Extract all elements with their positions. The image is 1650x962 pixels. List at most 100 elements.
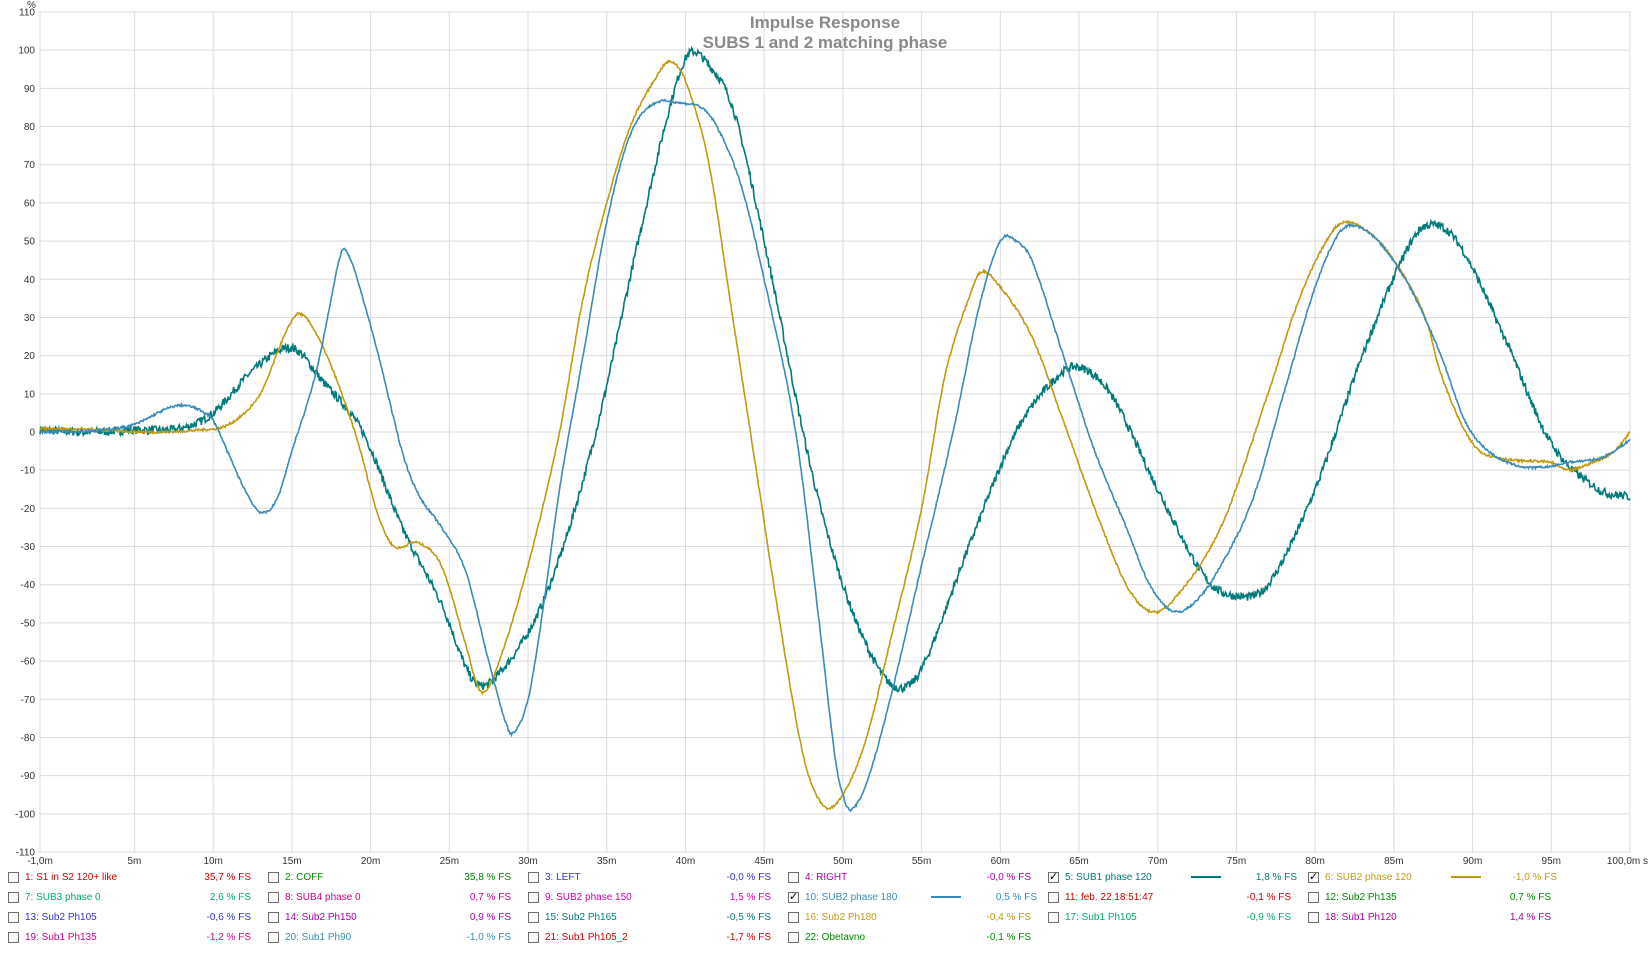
legend-checkbox[interactable]	[8, 931, 19, 943]
x-tick-label: 60m	[991, 856, 1010, 866]
legend-checkbox[interactable]	[1308, 911, 1319, 923]
legend-checkbox[interactable]	[788, 931, 799, 943]
legend-checkbox[interactable]	[528, 891, 539, 903]
legend-checkbox[interactable]	[788, 871, 799, 883]
legend-label: 18: Sub1 Ph120	[1325, 911, 1397, 923]
legend-checkbox[interactable]: ✓	[788, 890, 799, 903]
legend-label: 4: RIGHT	[805, 871, 848, 883]
legend-swatch	[931, 896, 961, 898]
x-tick-label: 85m	[1384, 856, 1403, 866]
x-tick-label: -1,0m	[27, 856, 53, 866]
legend-item[interactable]: 13: Sub2 Ph105 -0,6 % FS	[8, 908, 251, 926]
legend-label: 11: feb. 22 18:51:47	[1065, 891, 1154, 903]
legend-value: 2,6 % FS	[209, 891, 251, 903]
y-axis: 1101009080706050403020100-10-20-30-40-50…	[15, 8, 35, 859]
x-axis: -1,0m 5m 10m 15m 20m 25m 30m 35m 40m 45m 50m 55m 60m…	[27, 856, 1648, 866]
legend-item[interactable]: 22: Obetavno -0,1 % FS	[788, 928, 1031, 946]
y-tick-label: 90	[24, 84, 36, 95]
legend-item[interactable]: 15: Sub2 Ph165 -0,5 % FS	[528, 908, 771, 926]
legend-checkbox[interactable]	[8, 891, 19, 903]
legend-checkbox[interactable]: ✓	[1048, 870, 1059, 883]
y-tick-label: 50	[24, 237, 36, 248]
y-tick-label: -60	[21, 657, 36, 668]
y-tick-label: -90	[21, 771, 36, 782]
legend-label: 16: Sub2 Ph180	[805, 911, 877, 923]
legend-value: 0,5 % FS	[995, 891, 1037, 903]
legend-value: -0,4 % FS	[986, 911, 1031, 923]
legend-checkbox[interactable]	[1308, 891, 1319, 903]
legend-item[interactable]: 17: Sub1 Ph105 -0,9 % FS	[1048, 908, 1291, 926]
legend-item[interactable]: 12: Sub2 Ph135 0,7 % FS	[1308, 888, 1551, 906]
legend-checkbox[interactable]	[1048, 891, 1059, 903]
legend-item[interactable]: 3: LEFT -0,0 % FS	[528, 868, 771, 886]
legend-item[interactable]: 9: SUB2 phase 150 1,5 % FS	[528, 888, 771, 906]
legend-checkbox[interactable]	[268, 871, 279, 883]
legend-checkbox[interactable]	[268, 911, 279, 923]
legend-swatch	[1191, 876, 1221, 878]
legend-item[interactable]: ✓ 5: SUB1 phase 120 1,8 % FS	[1048, 868, 1297, 886]
y-tick-label: -50	[21, 618, 36, 629]
legend-checkbox[interactable]	[528, 931, 539, 943]
x-tick-label: 25m	[440, 856, 459, 866]
x-tick-label: 70m	[1148, 856, 1167, 866]
legend-label: 22: Obetavno	[805, 931, 866, 943]
legend-label: 17: Sub1 Ph105	[1065, 911, 1137, 923]
legend-item[interactable]: 11: feb. 22 18:51:47 -0,1 % FS	[1048, 888, 1291, 906]
legend-checkbox[interactable]	[268, 891, 279, 903]
x-tick-label: 55m	[912, 856, 931, 866]
legend-label: 7: SUB3 phase 0	[25, 891, 101, 903]
legend-checkbox[interactable]	[8, 871, 19, 883]
legend-item[interactable]: 1: S1 in S2 120+ like 35,7 % FS	[8, 868, 251, 886]
legend-item[interactable]: 18: Sub1 Ph120 1,4 % FS	[1308, 908, 1551, 926]
legend-label: 20: Sub1 Ph90	[285, 931, 352, 943]
x-tick-label: 75m	[1227, 856, 1246, 866]
legend-item[interactable]: 16: Sub2 Ph180 -0,4 % FS	[788, 908, 1031, 926]
x-tick-label: 80m	[1305, 856, 1324, 866]
x-tick-label: 45m	[754, 856, 773, 866]
legend-checkbox[interactable]	[528, 871, 539, 883]
legend-value: -1,7 % FS	[726, 931, 771, 943]
legend-item[interactable]: 14: Sub2 Ph150 0,9 % FS	[268, 908, 511, 926]
legend-checkbox[interactable]	[1048, 911, 1059, 923]
legend-checkbox[interactable]	[268, 931, 279, 943]
y-tick-label: 110	[19, 8, 35, 19]
legend-value: 0,9 % FS	[469, 911, 511, 923]
legend-value: -0,0 % FS	[726, 871, 771, 883]
legend-item[interactable]: 21: Sub1 Ph105_2 -1,7 % FS	[528, 928, 771, 946]
legend-item[interactable]: ✓ 6: SUB2 phase 120 -1,0 % FS	[1308, 868, 1557, 886]
x-tick-label: 65m	[1069, 856, 1088, 866]
legend-item[interactable]: 4: RIGHT -0,0 % FS	[788, 868, 1031, 886]
legend-value: 35,7 % FS	[204, 871, 251, 883]
legend-value: -1,0 % FS	[1512, 871, 1557, 883]
x-tick-label: 100,0m s	[1607, 856, 1648, 866]
legend-item[interactable]: 7: SUB3 phase 0 2,6 % FS	[8, 888, 251, 906]
y-tick-label: 80	[24, 122, 36, 133]
chart-title: Impulse Response	[750, 13, 900, 32]
legend-item[interactable]: ✓ 10: SUB2 phase 180 0,5 % FS	[788, 888, 1037, 906]
legend-item[interactable]: 19: Sub1 Ph135 -1,2 % FS	[8, 928, 251, 946]
legend-item[interactable]: 8: SUB4 phase 0 0,7 % FS	[268, 888, 511, 906]
y-tick-label: -110	[16, 848, 36, 859]
legend-item[interactable]: 20: Sub1 Ph90 -1,0 % FS	[268, 928, 511, 946]
legend-checkbox[interactable]	[528, 911, 539, 923]
legend-checkbox[interactable]	[788, 911, 799, 923]
x-tick-label: 20m	[361, 856, 380, 866]
series-line-3	[39, 98, 1631, 813]
y-tick-label: -20	[21, 504, 36, 515]
y-tick-label: 30	[24, 313, 36, 324]
legend-checkbox[interactable]	[8, 911, 19, 923]
legend-label: 6: SUB2 phase 120	[1325, 871, 1412, 883]
legend-checkbox[interactable]: ✓	[1308, 870, 1319, 883]
y-tick-label: 10	[24, 389, 36, 400]
legend-value: 0,7 % FS	[1509, 891, 1551, 903]
y-tick-label: -100	[15, 809, 35, 820]
legend-value: -0,6 % FS	[206, 911, 251, 923]
impulse-response-chart[interactable]: 1101009080706050403020100-10-20-30-40-50…	[0, 0, 1650, 866]
legend-item[interactable]: 2: COFF 35,8 % FS	[268, 868, 511, 886]
y-tick-label: -40	[21, 580, 36, 591]
x-tick-label: 10m	[203, 856, 222, 866]
x-tick-label: 40m	[676, 856, 695, 866]
legend-value: 35,8 % FS	[464, 871, 511, 883]
y-tick-label: 70	[24, 160, 36, 171]
x-tick-label: 15m	[282, 856, 301, 866]
